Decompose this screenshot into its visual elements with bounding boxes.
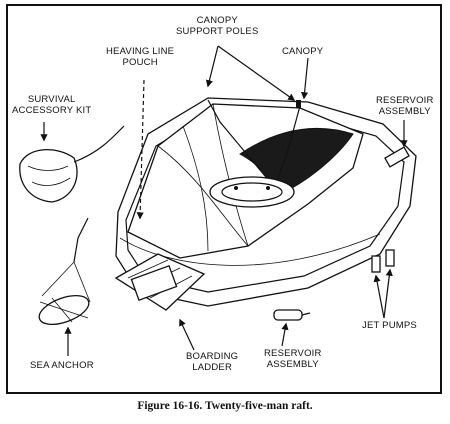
figure-caption: Figure 16-16. Twenty-five-man raft. xyxy=(137,400,313,412)
sea-anchor xyxy=(38,217,91,326)
label-canopy: CANOPY xyxy=(282,46,324,57)
raft-illustration xyxy=(19,45,417,356)
reservoir-assembly-top xyxy=(384,146,410,168)
reservoir-assembly-bottom xyxy=(273,309,311,321)
label-sea-anchor: SEA ANCHOR xyxy=(30,360,94,371)
label-canopy-support-poles: CANOPY SUPPORT POLES xyxy=(176,15,259,37)
label-reservoir-assembly-bottom: RESERVOIR ASSEMBLY xyxy=(264,348,322,370)
leader-lines xyxy=(40,45,408,356)
jet-pumps xyxy=(371,249,395,273)
survival-accessory-kit xyxy=(19,125,125,203)
label-reservoir-assembly-top: RESERVOIR ASSEMBLY xyxy=(376,95,434,117)
label-jet-pumps: JET PUMPS xyxy=(362,320,417,331)
label-survival-accessory-kit: SURVIVAL ACCESSORY KIT xyxy=(12,94,92,116)
label-boarding-ladder: BOARDING LADDER xyxy=(186,351,239,373)
boarding-ladder xyxy=(114,253,206,311)
label-heaving-line-pouch: HEAVING LINE POUCH xyxy=(106,46,175,68)
figure-frame: CANOPY SUPPORT POLES CANOPY HEAVING LINE… xyxy=(6,4,442,394)
canopy-support-poles xyxy=(207,99,301,185)
canopy-hub xyxy=(209,176,295,208)
